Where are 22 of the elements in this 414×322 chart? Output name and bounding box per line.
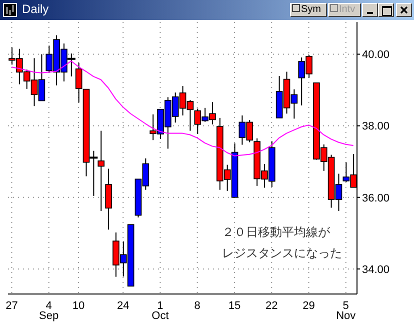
annotation: ２０日移動平均線が <box>222 224 331 241</box>
y-tick-label: 34.00 <box>362 264 390 276</box>
x-tick-label: 10 <box>72 300 85 312</box>
intv-button: Intv <box>328 3 361 17</box>
x-tick-label: 29 <box>302 300 315 312</box>
candlestick <box>105 168 112 230</box>
x-tick-label: 8 <box>194 300 200 312</box>
x-tick-label: 4 Sep <box>39 300 59 322</box>
chart-title: Daily <box>22 2 49 16</box>
x-tick-label: 15 <box>228 300 241 312</box>
x-tick-label: 22 <box>265 300 278 312</box>
sym-button: Sym <box>290 3 327 17</box>
candlestick <box>75 62 82 104</box>
x-tick-label: 5 Nov <box>336 300 356 322</box>
y-tick-label: 38.00 <box>362 120 390 133</box>
y-tick-label: 40.00 <box>362 49 390 62</box>
annotation: レジスタンスになった <box>222 245 342 262</box>
x-tick-label: 24 <box>116 300 130 312</box>
x-tick-label: 27 <box>6 300 18 312</box>
x-tick-label: 1 Oct <box>152 300 169 322</box>
candlestick <box>98 130 105 212</box>
y-tick-label: 36.00 <box>362 192 390 204</box>
